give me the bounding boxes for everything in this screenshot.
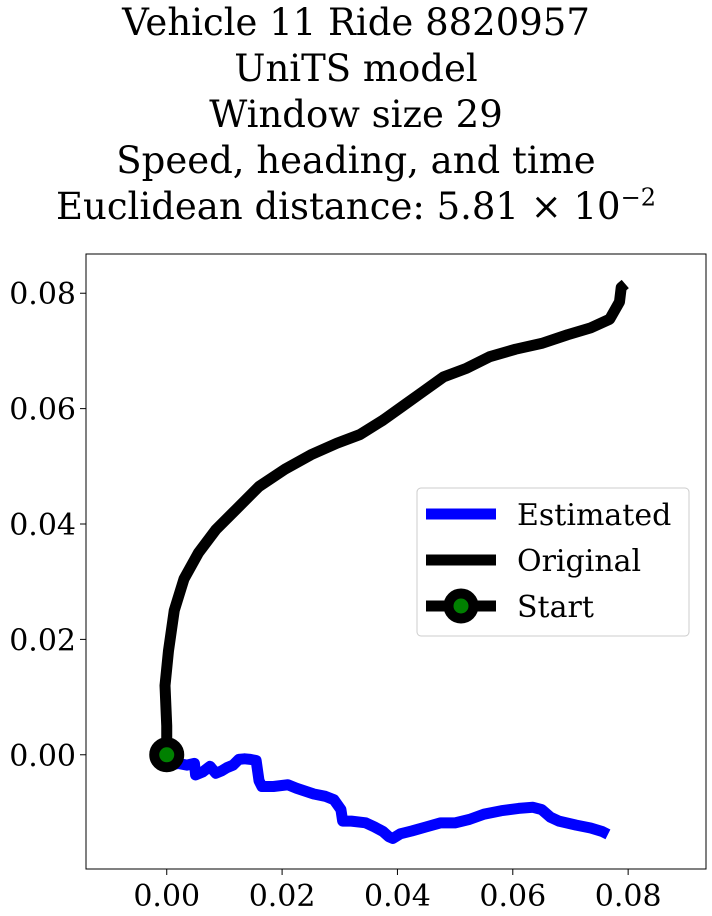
title-line-5: Euclidean distance: 5.81 × 10−2 — [0, 184, 712, 230]
x-tick-label: 0.04 — [364, 879, 431, 914]
start-marker — [149, 737, 185, 773]
y-axis: 0.00 0.02 0.04 0.06 0.08 — [9, 277, 86, 774]
y-tick-label: 0.02 — [9, 623, 76, 658]
x-tick-label: 0.02 — [249, 879, 316, 914]
legend: Estimated Original Start — [416, 487, 690, 637]
title-distance-prefix: Euclidean distance: 5.81 — [56, 185, 519, 228]
y-tick-label: 0.08 — [9, 277, 76, 312]
y-tick-label: 0.04 — [9, 508, 76, 543]
start-layer — [149, 737, 185, 773]
legend-box — [416, 487, 690, 637]
x-axis: 0.00 0.02 0.04 0.06 0.08 — [133, 869, 662, 914]
title-line-3: Window size 29 — [209, 93, 503, 136]
series-original-line — [159, 279, 629, 755]
plot-frame — [85, 253, 707, 870]
title-distance-times: × — [530, 185, 562, 228]
x-tick-label: 0.00 — [133, 879, 200, 914]
title-line-2: UniTS model — [234, 47, 478, 90]
x-tick-label: 0.06 — [479, 879, 546, 914]
y-tick-label: 0.06 — [9, 393, 76, 428]
title-distance-base: 10 — [573, 185, 621, 228]
legend-label-estimated: Estimated — [517, 498, 671, 533]
title-line-1: Vehicle 11 Ride 8820957 — [122, 1, 590, 44]
series-layer — [159, 279, 629, 844]
x-tick-label: 0.08 — [595, 879, 662, 914]
legend-start-marker — [443, 588, 479, 624]
y-tick-label: 0.00 — [9, 739, 76, 774]
title-line-4: Speed, heading, and time — [116, 139, 596, 182]
series-estimated-line — [161, 753, 611, 844]
chart-title: Vehicle 11 Ride 8820957 UniTS model Wind… — [0, 0, 712, 230]
title-distance-exponent: −2 — [620, 183, 656, 212]
legend-label-original: Original — [517, 544, 641, 579]
legend-label-start: Start — [517, 590, 594, 625]
